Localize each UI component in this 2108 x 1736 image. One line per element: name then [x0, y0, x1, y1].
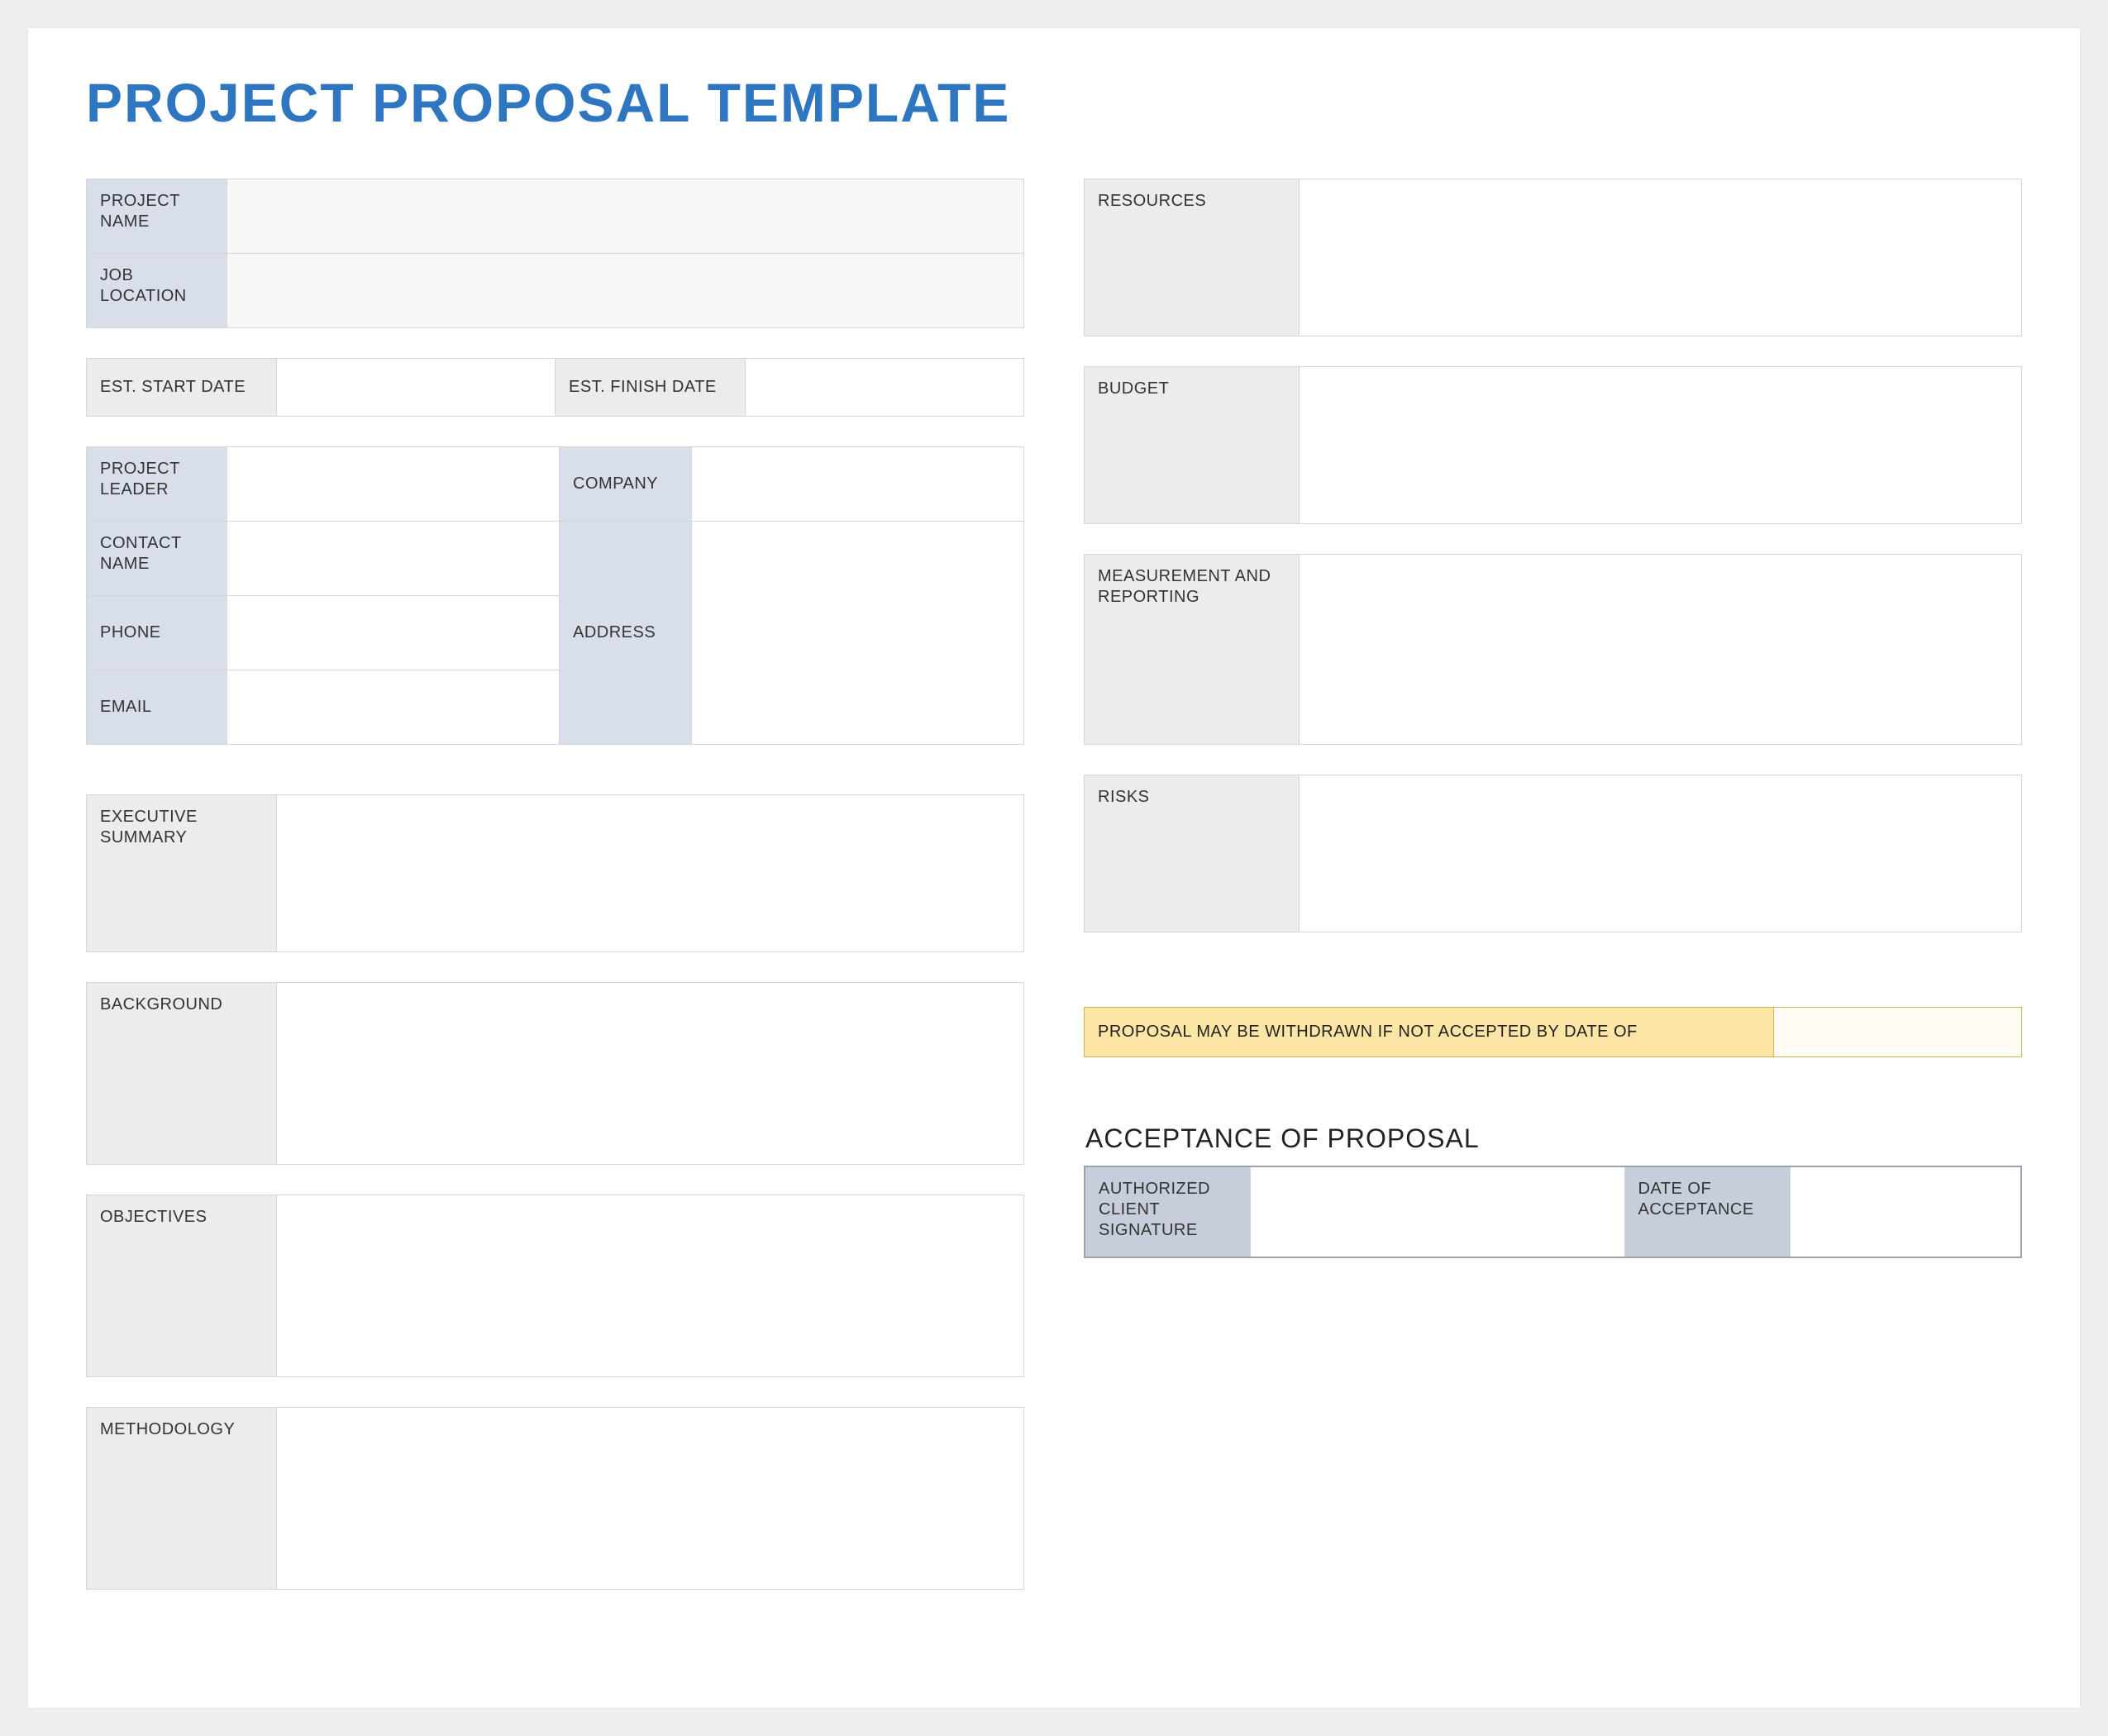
- resources-table: RESOURCES: [1084, 179, 2022, 336]
- project-name-label: PROJECT NAME: [87, 179, 227, 254]
- resources-field[interactable]: [1300, 179, 2022, 336]
- document-paper: PROJECT PROPOSAL TEMPLATE PROJECT NAME J…: [28, 28, 2080, 1708]
- withdrawal-notice-date-field[interactable]: [1773, 1008, 2021, 1056]
- objectives-label: OBJECTIVES: [87, 1195, 277, 1377]
- authorized-client-signature-label: AUTHORIZED CLIENT SIGNATURE: [1085, 1166, 1250, 1257]
- est-start-date-label: EST. START DATE: [87, 359, 277, 417]
- budget-table: BUDGET: [1084, 366, 2022, 524]
- risks-table: RISKS: [1084, 775, 2022, 932]
- background-field[interactable]: [277, 983, 1024, 1165]
- risks-label: RISKS: [1085, 775, 1300, 932]
- budget-label: BUDGET: [1085, 367, 1300, 524]
- budget-field[interactable]: [1300, 367, 2022, 524]
- executive-summary-label: EXECUTIVE SUMMARY: [87, 795, 277, 952]
- measurement-reporting-table: MEASUREMENT AND REPORTING: [1084, 554, 2022, 745]
- measurement-reporting-field[interactable]: [1300, 555, 2022, 745]
- est-start-date-field[interactable]: [277, 359, 556, 417]
- phone-field[interactable]: [227, 596, 560, 670]
- job-location-field[interactable]: [227, 254, 1024, 328]
- columns-wrapper: PROJECT NAME JOB LOCATION EST. START DAT…: [86, 179, 2022, 1590]
- withdrawal-notice: PROPOSAL MAY BE WITHDRAWN IF NOT ACCEPTE…: [1084, 1007, 2022, 1057]
- email-label: EMAIL: [87, 670, 227, 745]
- est-finish-date-field[interactable]: [746, 359, 1024, 417]
- objectives-field[interactable]: [277, 1195, 1024, 1377]
- left-column: PROJECT NAME JOB LOCATION EST. START DAT…: [86, 179, 1024, 1590]
- dates-table: EST. START DATE EST. FINISH DATE: [86, 358, 1024, 417]
- acceptance-table: AUTHORIZED CLIENT SIGNATURE DATE OF ACCE…: [1084, 1166, 2022, 1258]
- contact-name-label: CONTACT NAME: [87, 522, 227, 596]
- methodology-table: METHODOLOGY: [86, 1407, 1024, 1590]
- executive-summary-field[interactable]: [277, 795, 1024, 952]
- executive-summary-table: EXECUTIVE SUMMARY: [86, 794, 1024, 952]
- project-leader-label: PROJECT LEADER: [87, 447, 227, 522]
- project-name-field[interactable]: [227, 179, 1024, 254]
- company-label: COMPANY: [560, 447, 692, 522]
- contact-name-field[interactable]: [227, 522, 560, 596]
- background-label: BACKGROUND: [87, 983, 277, 1165]
- withdrawal-notice-text: PROPOSAL MAY BE WITHDRAWN IF NOT ACCEPTE…: [1085, 1008, 1773, 1056]
- company-field[interactable]: [692, 447, 1024, 522]
- risks-field[interactable]: [1300, 775, 2022, 932]
- address-label: ADDRESS: [560, 522, 692, 745]
- date-of-acceptance-field[interactable]: [1790, 1166, 2021, 1257]
- page-title: PROJECT PROPOSAL TEMPLATE: [86, 71, 2022, 134]
- date-of-acceptance-label: DATE OF ACCEPTANCE: [1624, 1166, 1790, 1257]
- methodology-field[interactable]: [277, 1408, 1024, 1590]
- authorized-client-signature-field[interactable]: [1250, 1166, 1624, 1257]
- resources-label: RESOURCES: [1085, 179, 1300, 336]
- address-field[interactable]: [692, 522, 1024, 745]
- phone-label: PHONE: [87, 596, 227, 670]
- objectives-table: OBJECTIVES: [86, 1195, 1024, 1377]
- right-column: RESOURCES BUDGET MEASUREMENT AND REPORTI…: [1084, 179, 2022, 1590]
- methodology-label: METHODOLOGY: [87, 1408, 277, 1590]
- project-name-location-table: PROJECT NAME JOB LOCATION: [86, 179, 1024, 328]
- email-field[interactable]: [227, 670, 560, 745]
- est-finish-date-label: EST. FINISH DATE: [556, 359, 746, 417]
- job-location-label: JOB LOCATION: [87, 254, 227, 328]
- background-table: BACKGROUND: [86, 982, 1024, 1165]
- contact-table: PROJECT LEADER COMPANY CONTACT NAME ADDR…: [86, 446, 1024, 745]
- project-leader-field[interactable]: [227, 447, 560, 522]
- acceptance-heading: ACCEPTANCE OF PROPOSAL: [1085, 1123, 2022, 1154]
- measurement-reporting-label: MEASUREMENT AND REPORTING: [1085, 555, 1300, 745]
